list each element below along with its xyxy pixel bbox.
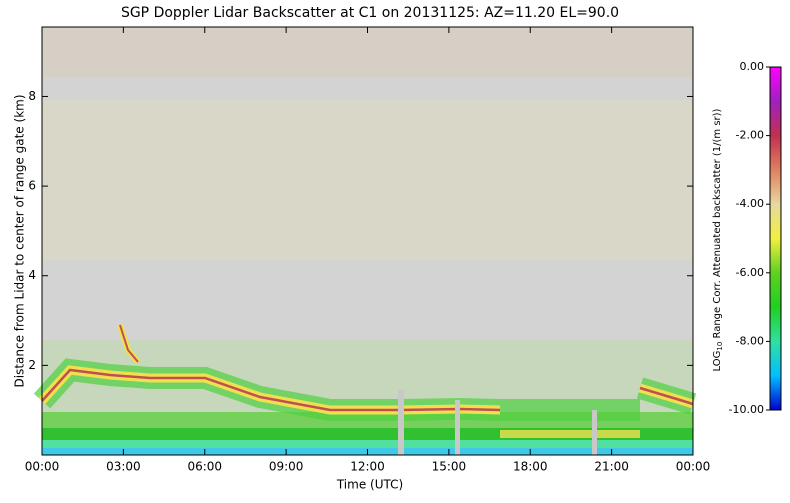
- axes: 00:00 03:00 06:00 09:00 12:00 15:00 18:00 21:00…: [25, 27, 770, 474]
- y-tick-label: 4: [28, 268, 36, 282]
- x-tick-label: 00:00: [676, 460, 711, 474]
- x-tick-label: 21:00: [594, 460, 629, 474]
- colorbar-label: LOG10 Range Corr. Attenuated backscatter…: [712, 108, 724, 371]
- x-tick-label: 00:00: [25, 460, 60, 474]
- colorbar-tick-label: -10.00: [729, 403, 764, 416]
- chart-title: SGP Doppler Lidar Backscatter at C1 on 2…: [121, 5, 619, 21]
- y-tick-label: 6: [28, 179, 36, 193]
- x-tick-label: 18:00: [513, 460, 548, 474]
- y-tick-label: 8: [28, 89, 36, 103]
- colorbar-tick-label: -2.00: [736, 129, 764, 142]
- y-axis-label: Distance from Lidar to center of range g…: [13, 94, 27, 387]
- x-axis-label: Time (UTC): [336, 478, 403, 492]
- y-tick-label: 2: [28, 358, 36, 372]
- colorbar-tick-label: 0.00: [740, 60, 765, 73]
- x-tick-label: 09:00: [269, 460, 304, 474]
- x-tick-label: 06:00: [187, 460, 222, 474]
- heatmap-field: [33, 27, 697, 455]
- colorbar-tick-label: -6.00: [736, 266, 764, 279]
- x-tick-label: 03:00: [106, 460, 141, 474]
- colorbar: [769, 66, 782, 411]
- x-tick-label: 12:00: [350, 460, 385, 474]
- colorbar-label-base: LOG: [712, 351, 723, 372]
- colorbar-label-subscript: 10: [716, 342, 724, 351]
- x-tick-label: 15:00: [432, 460, 467, 474]
- colorbar-tick-label: -4.00: [736, 197, 764, 210]
- colorbar-tick-label: -8.00: [736, 334, 764, 347]
- colorbar-label-text: Range Corr. Attenuated backscatter (1/(m…: [712, 108, 723, 341]
